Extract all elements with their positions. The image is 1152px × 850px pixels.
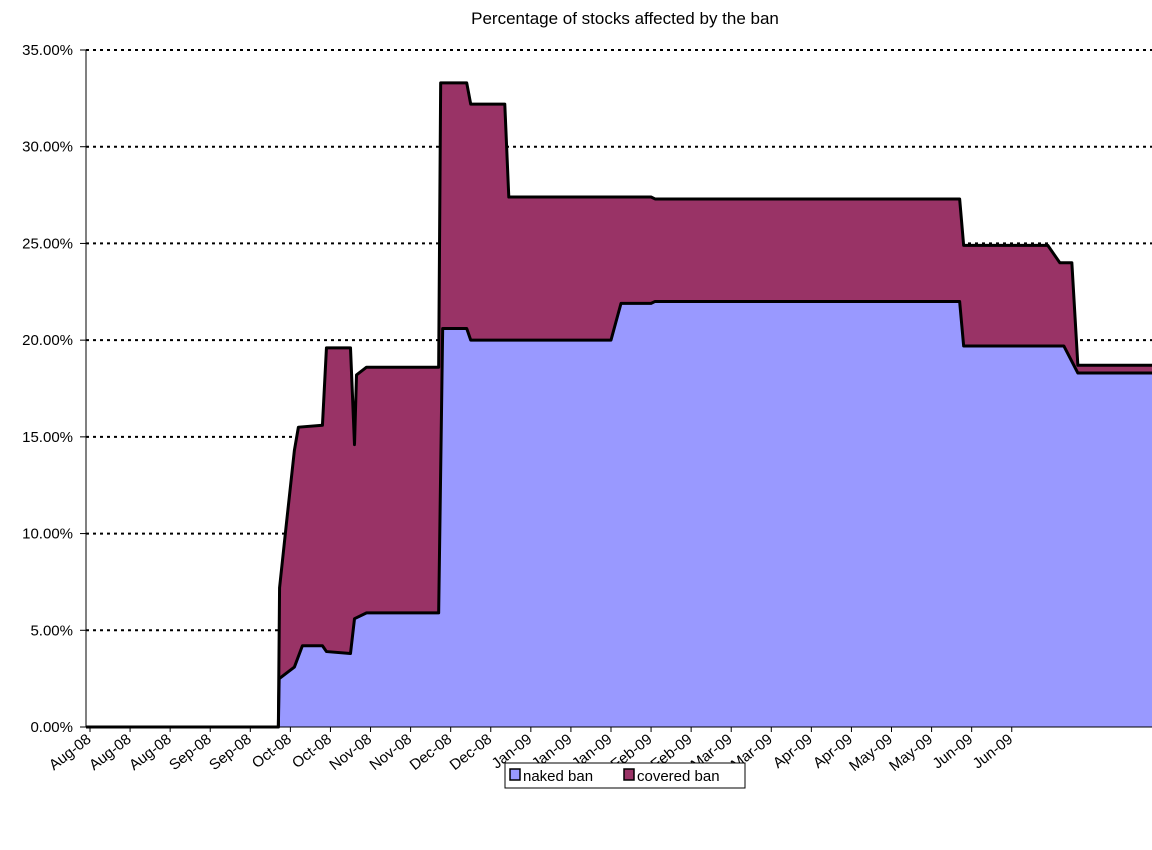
area-outline-covered-ban (86, 81, 1152, 729)
legend: naked ban covered ban (504, 762, 746, 789)
y-tick-label: 5.00% (30, 622, 73, 639)
legend-label-covered-ban: covered ban (637, 768, 720, 785)
y-tick-label: 20.00% (22, 332, 73, 349)
axes (85, 50, 1152, 728)
y-tick-label: 10.00% (22, 526, 73, 543)
y-tick-label: 0.00% (30, 719, 73, 736)
chart-title: Percentage of stocks affected by the ban (471, 9, 779, 28)
y-tick-label: 25.00% (22, 235, 73, 252)
series-areas (86, 81, 1152, 729)
legend-swatch-naked-ban (509, 768, 521, 781)
y-tick-label: 35.00% (22, 42, 73, 59)
y-tick-label: 30.00% (22, 139, 73, 156)
legend-swatch-covered-ban (623, 768, 635, 781)
y-tick-label: 15.00% (22, 429, 73, 446)
area-naked-ban (86, 301, 1152, 727)
y-axis-ticks: 0.00% 5.00% 10.00% 15.00% 20.00% 25.00% 30.00%… (22, 42, 86, 736)
legend-label-naked-ban: naked ban (523, 768, 593, 785)
area-outline-naked-ban (86, 299, 1152, 729)
